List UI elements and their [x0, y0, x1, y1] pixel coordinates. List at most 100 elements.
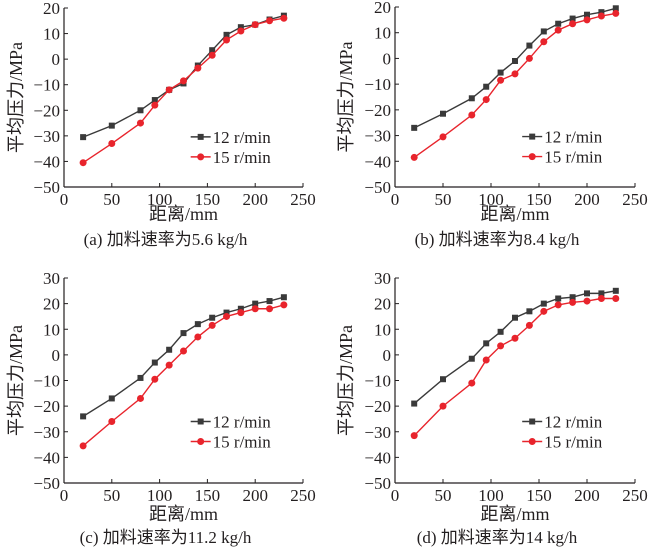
legend-label: 15 r/min [213, 433, 272, 452]
data-point [540, 307, 548, 315]
data-point [79, 442, 87, 450]
data-point [497, 69, 504, 76]
data-point [223, 309, 230, 316]
x-tick-label: 50 [435, 190, 452, 209]
data-point [482, 96, 490, 104]
y-tick-label: −30 [364, 423, 391, 442]
data-point [540, 38, 548, 46]
data-point [512, 314, 518, 321]
data-point [194, 64, 202, 72]
data-point [180, 347, 187, 355]
data-point [483, 83, 490, 90]
data-point [251, 305, 259, 313]
data-point [555, 20, 562, 27]
x-tick-label: 200 [574, 190, 600, 209]
legend-marker [197, 153, 205, 161]
data-point [151, 97, 158, 104]
data-point [223, 31, 230, 38]
x-tick-label: 100 [478, 190, 504, 209]
data-point [223, 312, 231, 320]
legend-marker [529, 418, 536, 425]
data-point [583, 297, 591, 305]
y-tick-label: 30 [374, 269, 391, 288]
x-tick-label: 200 [242, 190, 268, 209]
data-point [497, 342, 505, 350]
legend-label: 15 r/min [213, 148, 272, 167]
data-point [180, 77, 187, 85]
data-point [136, 119, 144, 127]
y-tick-label: 0 [52, 50, 61, 69]
y-axis-label: 平均压力/MPa [336, 325, 356, 436]
data-point [280, 301, 288, 309]
y-tick-label: −20 [364, 397, 391, 416]
legend-label: 15 r/min [544, 148, 603, 167]
data-point [237, 27, 245, 35]
data-point [411, 124, 418, 131]
data-point [80, 134, 87, 141]
data-point [583, 16, 591, 24]
x-tick-label: 50 [103, 190, 120, 209]
legend-label: 12 r/min [213, 413, 272, 432]
data-point [79, 159, 87, 167]
data-point [208, 321, 216, 329]
data-point [194, 333, 202, 341]
data-point [439, 133, 447, 141]
data-point [410, 153, 418, 161]
data-point [598, 9, 605, 16]
data-point [209, 47, 216, 54]
y-tick-label: −50 [33, 178, 60, 197]
data-point [526, 42, 533, 49]
y-tick-label: −10 [33, 76, 60, 95]
x-tick-label: 250 [622, 486, 648, 505]
data-point [597, 295, 605, 302]
chart-panel-b: 0 50 100 150 200 250 −50 −40 −30 −20 −10 0 10 20 距离/mm… [336, 0, 648, 249]
y-tick-label: −40 [33, 152, 60, 171]
x-tick-label: 250 [290, 486, 316, 505]
legend-marker [529, 133, 536, 140]
data-point [497, 76, 505, 84]
data-point [252, 300, 259, 307]
x-tick-label: 200 [242, 486, 268, 505]
data-point [194, 321, 201, 328]
legend-label: 15 r/min [544, 433, 603, 452]
x-tick-label: 50 [103, 486, 120, 505]
x-axis-label: 距离/mm [149, 204, 218, 224]
y-tick-label: −20 [33, 101, 60, 120]
chart-panel-a: 0 50 100 150 200 250 −50 −40 −30 −20 −10 0 10 20 距离/mm… [6, 0, 316, 249]
data-point [108, 418, 116, 425]
y-tick-label: 0 [383, 346, 392, 365]
y-tick-label: 20 [43, 0, 60, 18]
data-point [136, 394, 144, 402]
y-tick-label: −10 [364, 75, 391, 94]
y-tick-label: −30 [33, 423, 60, 442]
data-point [468, 355, 475, 362]
legend-marker [197, 133, 204, 140]
x-tick-label: 150 [195, 486, 221, 505]
data-point [439, 402, 447, 410]
legend-label: 12 r/min [544, 128, 603, 147]
x-tick-label: 150 [195, 190, 221, 209]
data-point [108, 140, 116, 148]
y-tick-label: −20 [33, 397, 60, 416]
data-point [612, 295, 620, 302]
y-tick-label: 10 [43, 320, 60, 339]
data-point [280, 14, 288, 22]
data-point [151, 359, 158, 366]
y-tick-label: 10 [43, 25, 60, 44]
series-line-0 [413, 290, 616, 405]
series-line-0 [413, 7, 616, 129]
data-point [525, 54, 533, 62]
data-point [208, 51, 216, 59]
chart-panel-c: 0 50 100 150 200 250 −50 −40 −30 −20 −10 0 10 20 30 距离/… [6, 269, 316, 547]
x-tick-label: 0 [60, 190, 69, 209]
legend-marker [528, 153, 536, 161]
data-point [554, 301, 562, 309]
legend-label: 12 r/min [544, 413, 603, 432]
data-point [569, 15, 576, 22]
data-point [440, 110, 446, 117]
series-line-0 [82, 14, 285, 138]
y-tick-label: −40 [364, 152, 391, 171]
data-point [612, 287, 619, 294]
data-point [468, 95, 475, 102]
data-point [569, 298, 577, 306]
